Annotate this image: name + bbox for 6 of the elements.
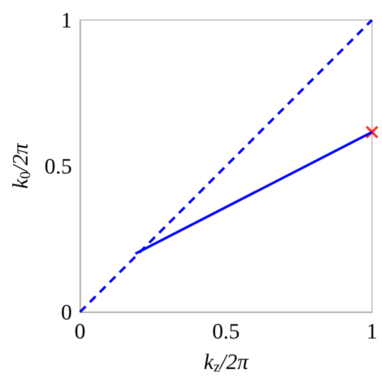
y-tick-label: 0.5: [44, 154, 72, 178]
x-tick-label: 0.5: [212, 318, 240, 344]
y-axis-title: k0/2π: [8, 142, 34, 189]
y-tick-label: 0: [61, 300, 72, 324]
y-tick-label: 1: [61, 8, 72, 32]
x-tick-label: 1: [366, 318, 378, 344]
